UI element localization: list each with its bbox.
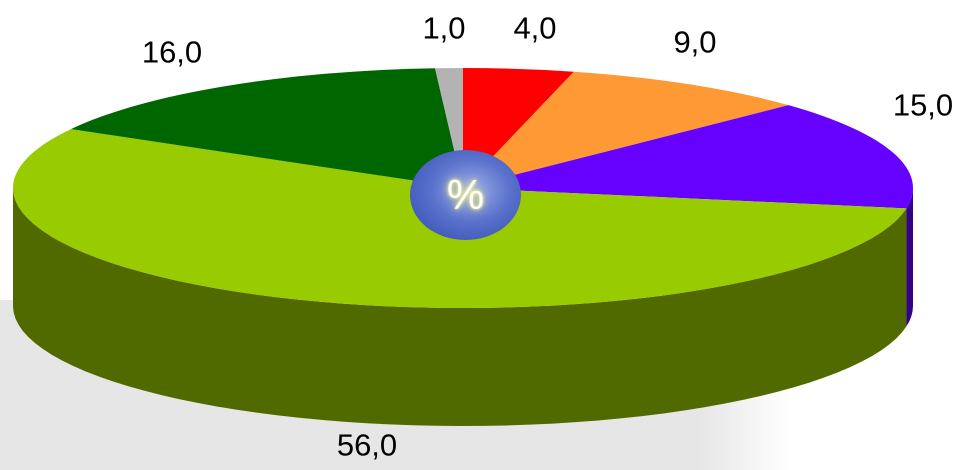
slice-label-1: 1,0 xyxy=(422,10,466,46)
slice-side-56 xyxy=(13,188,907,426)
percent-badge: % xyxy=(410,150,521,240)
percent-symbol: % xyxy=(446,171,485,218)
slice-top-16 xyxy=(70,68,463,188)
slice-label-15: 15,0 xyxy=(892,87,954,123)
slice-top-9 xyxy=(463,71,789,188)
slice-label-56: 56,0 xyxy=(336,427,398,463)
slice-top-15 xyxy=(463,105,913,209)
slice-label-9: 9,0 xyxy=(673,24,717,60)
slice-side-15 xyxy=(906,188,913,327)
slice-label-4: 4,0 xyxy=(513,10,557,46)
slice-label-16: 16,0 xyxy=(141,34,203,70)
